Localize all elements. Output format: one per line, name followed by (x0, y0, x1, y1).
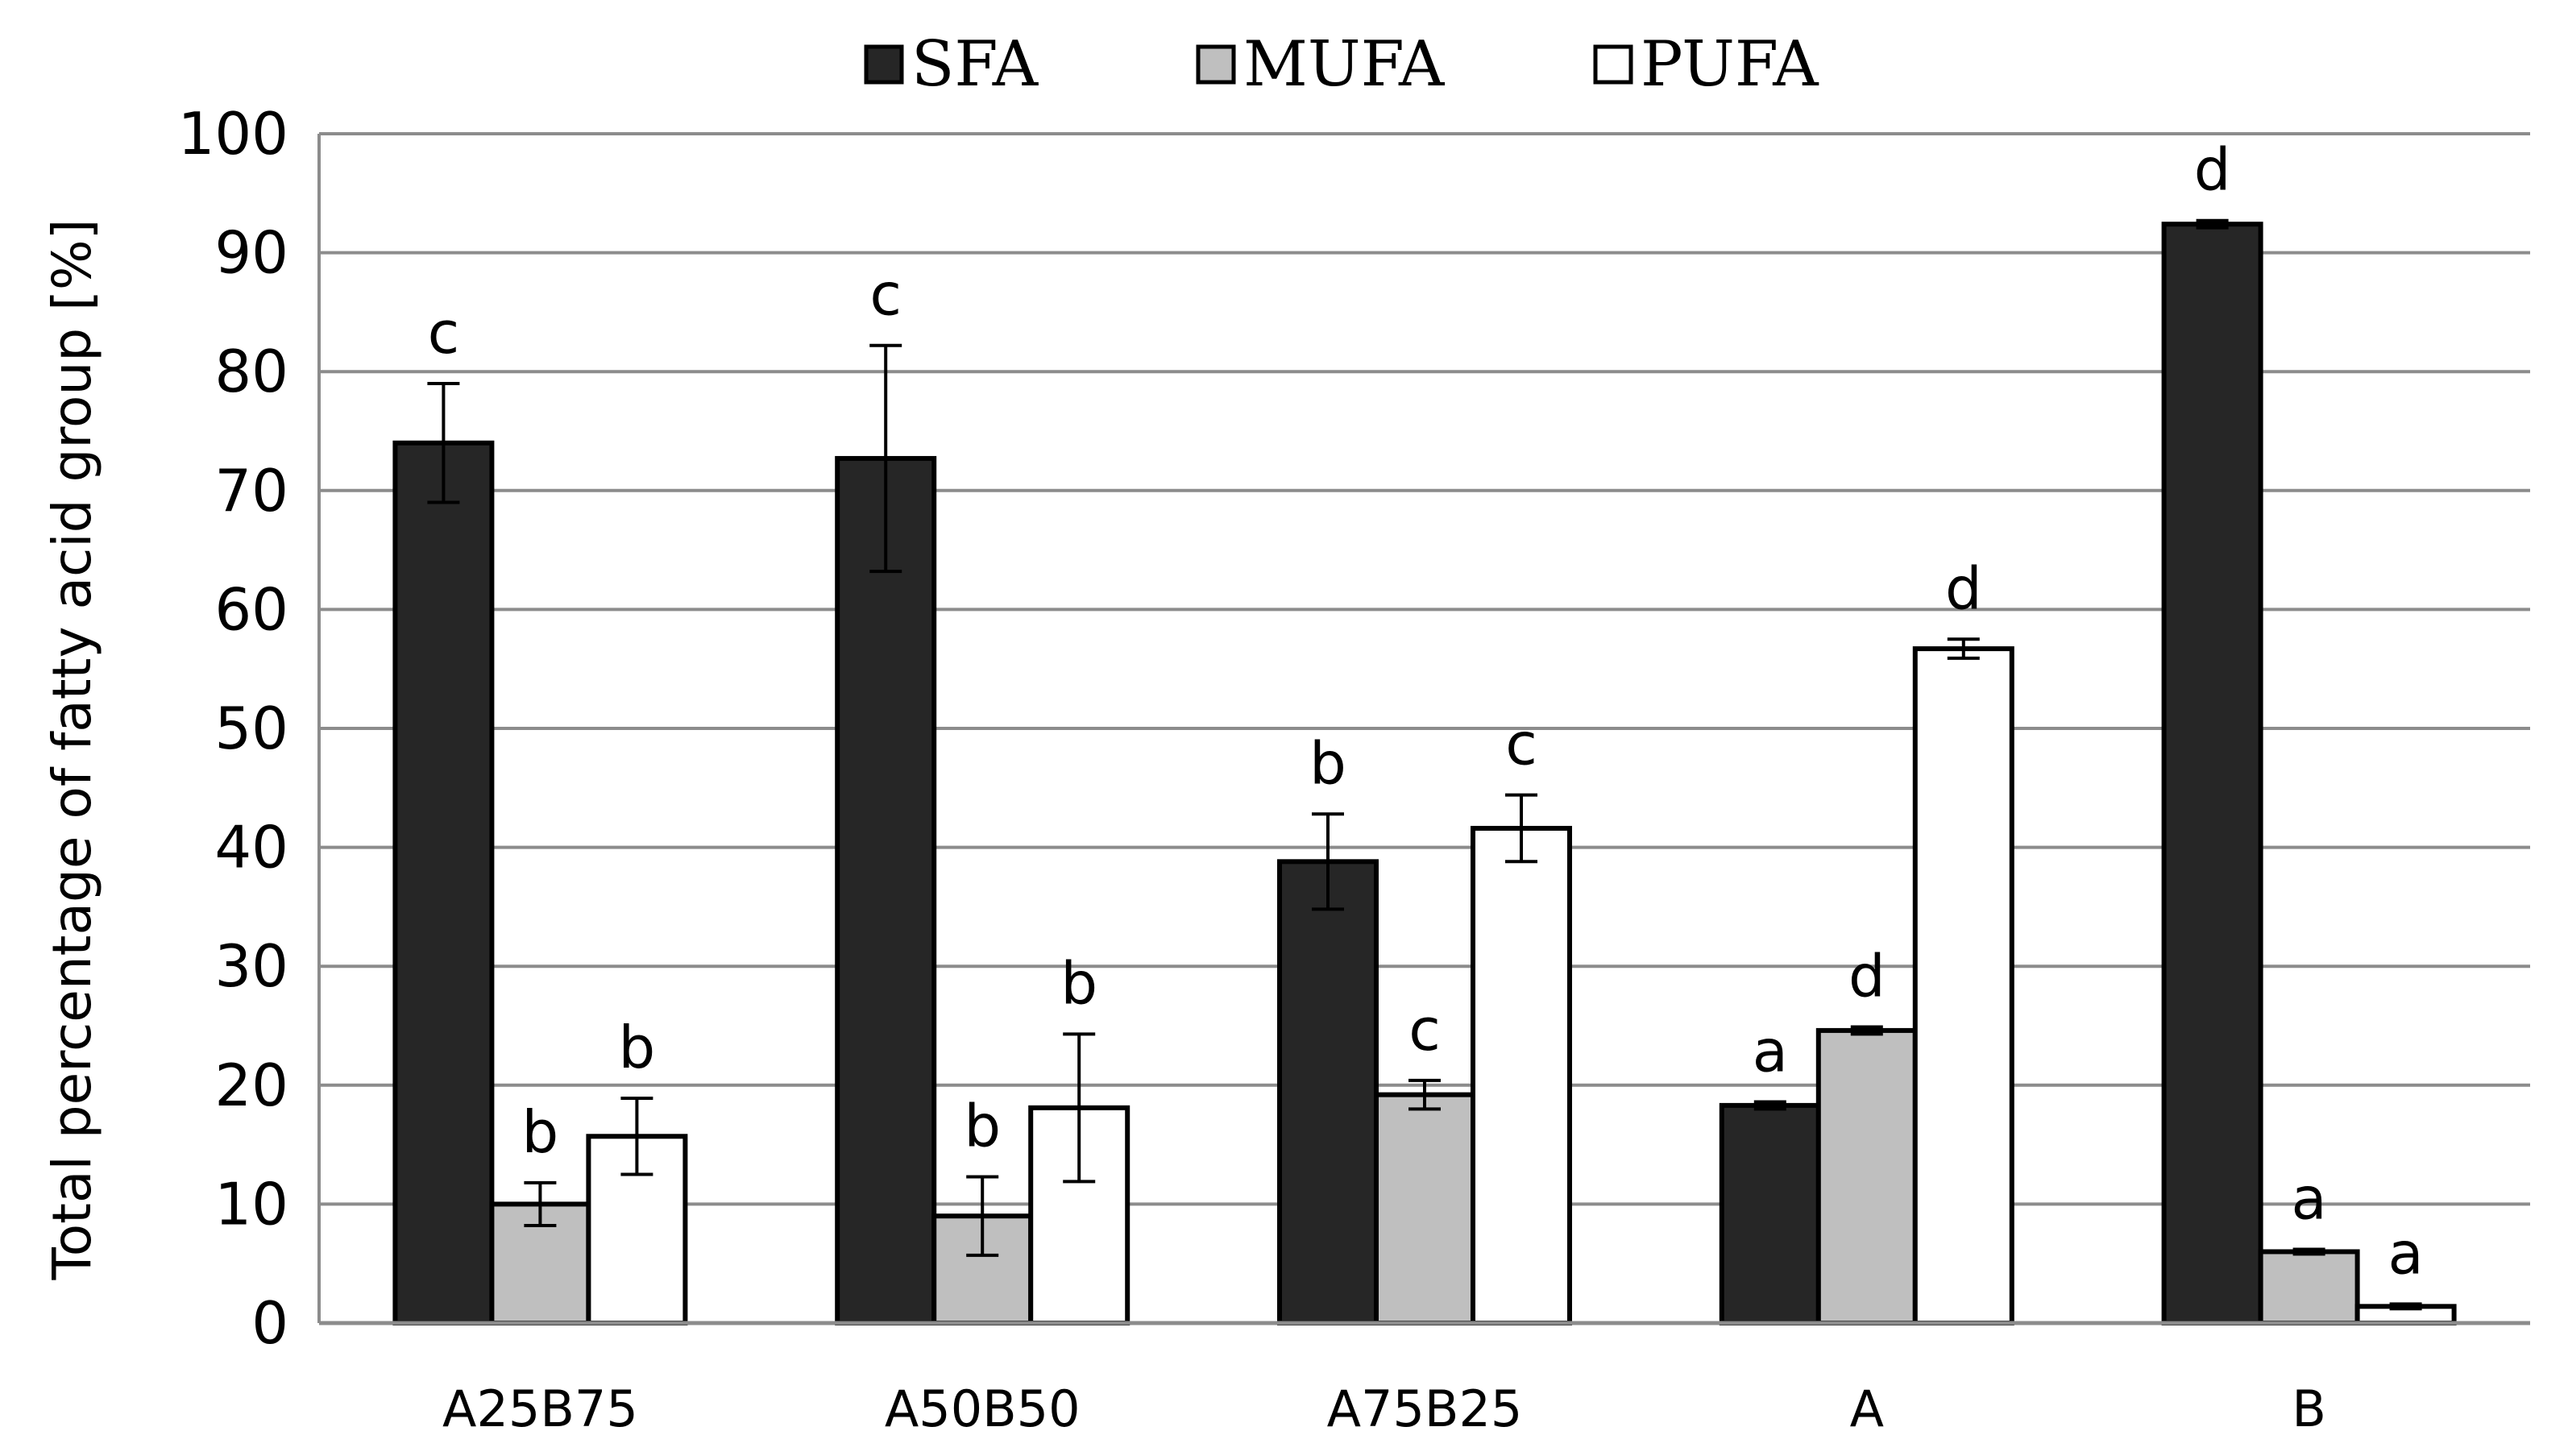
error-bar (1408, 1078, 1441, 1111)
significance-label: a (2292, 1164, 2327, 1232)
significance-label: d (1848, 942, 1886, 1010)
bar-sfa-a (1719, 1102, 1821, 1325)
legend-label: SFA (911, 28, 1039, 101)
y-tick-label: 0 (251, 1289, 288, 1357)
significance-label: b (964, 1092, 1001, 1159)
error-bar (2292, 1247, 2325, 1256)
legend-swatch (1593, 44, 1633, 85)
y-axis-label: Total percentage of fatty acid group [%] (41, 219, 103, 1281)
y-tick-label: 100 (178, 100, 288, 168)
legend-item-pufa: PUFA (1593, 28, 1819, 101)
gridlines (317, 132, 2530, 1323)
y-tick-label: 90 (214, 219, 288, 287)
error-bar (1063, 1032, 1096, 1184)
x-category-label: A25B75 (442, 1379, 638, 1438)
bar-mufa-b (2258, 1249, 2360, 1325)
error-bar (524, 1180, 557, 1227)
significance-label: c (869, 261, 902, 329)
x-category-label: B (2292, 1379, 2326, 1438)
significance-label: c (1408, 996, 1441, 1064)
y-tick-label: 30 (214, 932, 288, 1000)
error-bar (427, 381, 460, 504)
significance-label: d (1945, 554, 1982, 622)
bar-sfa-a50b50 (835, 455, 937, 1325)
y-axis-ticks: 0 10 20 30 40 50 60 70 80 90 100 (178, 100, 288, 1357)
legend-item-mufa: MUFA (1196, 28, 1446, 101)
error-bar (1505, 793, 1537, 864)
y-tick-label: 20 (214, 1052, 288, 1119)
y-tick-label: 60 (214, 575, 288, 643)
significance-label: d (2194, 136, 2231, 204)
y-tick-label: 50 (214, 695, 288, 762)
legend-item-sfa: SFA (864, 28, 1039, 101)
significance-label: b (522, 1098, 559, 1166)
x-category-label: A75B25 (1327, 1379, 1523, 1438)
significance-label: a (1753, 1017, 1788, 1085)
error-bar (1753, 1100, 1786, 1111)
significance-label: b (619, 1014, 656, 1081)
y-tick-label: 80 (214, 338, 288, 405)
bar-sfa-a25b75 (392, 440, 495, 1325)
significance-label: a (2388, 1219, 2424, 1287)
x-category-label: A (1850, 1379, 1884, 1438)
y-tick-label: 40 (214, 814, 288, 881)
bar-mufa-a75b25 (1374, 1092, 1475, 1326)
bar-pufa-a75b25 (1471, 825, 1572, 1325)
error-bars (427, 218, 2422, 1311)
error-bar (1312, 812, 1344, 911)
y-tick-label: 70 (214, 457, 288, 525)
significance-label: c (428, 299, 460, 367)
bar-mufa-a (1815, 1027, 1918, 1326)
bars (392, 222, 2457, 1326)
significance-label: b (1309, 729, 1346, 797)
legend-label: PUFA (1641, 28, 1819, 101)
legend-swatch (864, 44, 904, 85)
y-tick-label: 10 (214, 1170, 288, 1238)
error-bar (620, 1097, 653, 1176)
significance-label: b (1060, 949, 1097, 1017)
error-bar (1947, 637, 1980, 660)
x-category-label: A50B50 (885, 1379, 1081, 1438)
error-bar (966, 1175, 999, 1257)
error-bar (869, 343, 902, 574)
error-bar (1850, 1025, 1883, 1036)
error-bar (2389, 1302, 2422, 1311)
legend-label: MUFA (1243, 28, 1446, 101)
legend: SFA MUFA PUFA (864, 28, 1819, 101)
bar-sfa-a75b25 (1277, 859, 1379, 1325)
error-bar (2196, 218, 2229, 230)
bar-sfa-b (2161, 222, 2263, 1325)
significance-label: c (1505, 711, 1537, 778)
legend-swatch (1196, 44, 1236, 85)
bar-pufa-a (1912, 646, 2014, 1325)
x-axis-categories: A25B75 A50B50 A75B25 A B (442, 1379, 2326, 1438)
